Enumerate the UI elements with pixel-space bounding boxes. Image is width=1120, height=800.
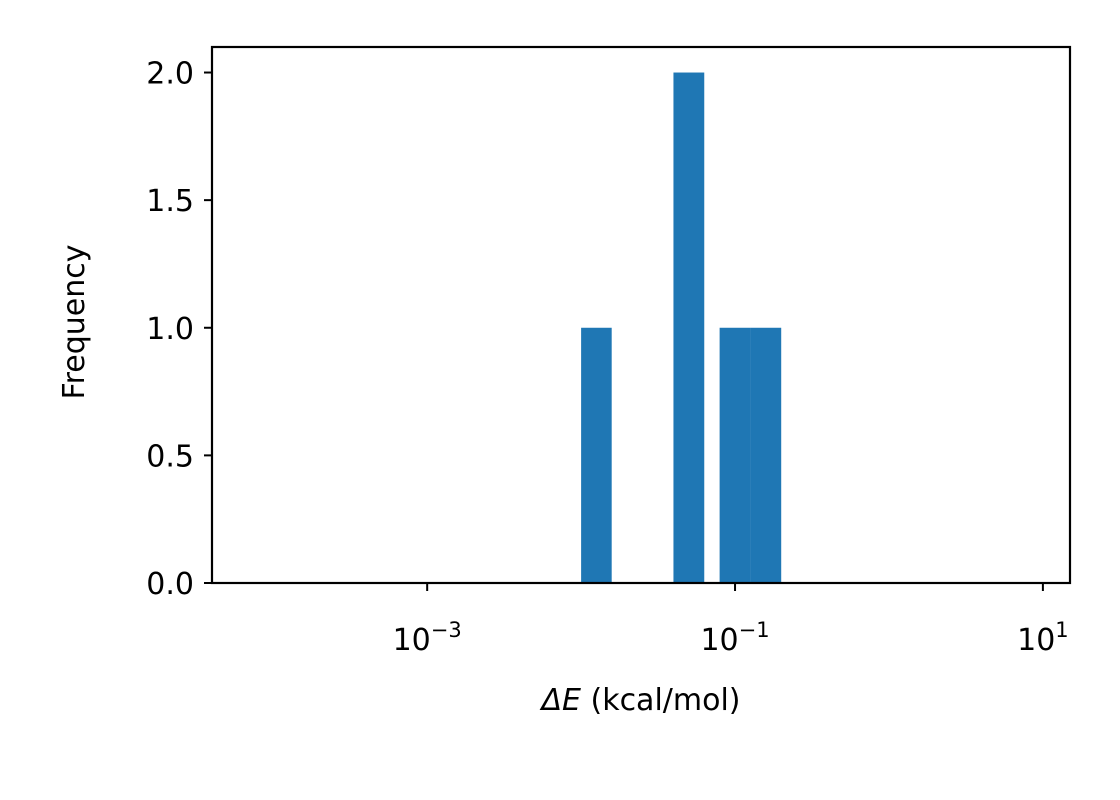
x-axis-label-unit: (kcal/mol) [581,683,741,718]
histogram-bar-3 [719,327,751,583]
y-axis-label: Frequency [57,245,92,400]
histogram-bar-1 [581,327,612,583]
plot-frame [210,45,1072,585]
y-axis: 0.0 0.5 1.0 1.5 2.0 [146,57,212,602]
y-tick-label-4: 2.0 [146,57,194,92]
x-tick-label-1: 10−1 [700,618,769,658]
x-axis-label-symbol: ΔE [539,683,581,718]
x-tick-label-2: 101 [1017,618,1069,658]
y-tick-label-1: 0.5 [146,439,194,474]
y-tick-label-3: 1.5 [146,184,194,219]
x-axis: 10−3 10−1 101 [393,583,1069,658]
x-tick-label-0: 10−3 [393,618,462,658]
histogram-bar-4 [750,327,782,583]
x-axis-label: ΔE (kcal/mol) [539,683,740,718]
y-tick-label-0: 0.0 [146,567,194,602]
bars-group [581,72,782,584]
histogram-bar-2 [673,72,705,584]
y-tick-label-2: 1.0 [146,312,194,347]
